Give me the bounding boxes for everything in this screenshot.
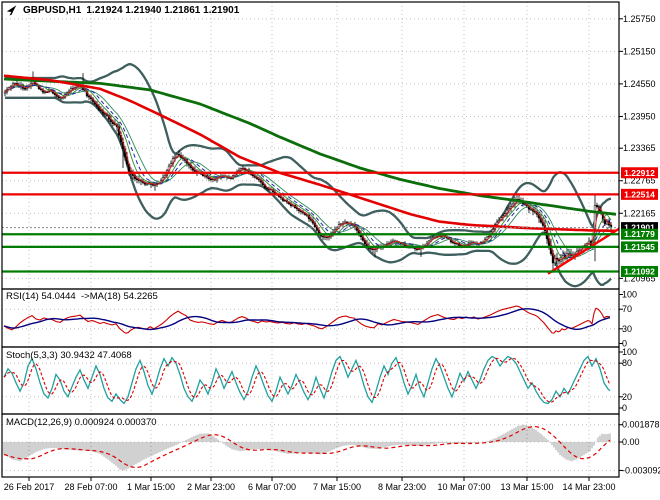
- time-tick-label: 13 Mar 15:00: [500, 482, 553, 492]
- support-level-label: 1.21779: [624, 229, 655, 239]
- price-tick-label: 1.23950: [623, 111, 656, 121]
- current-price-box: [621, 222, 658, 234]
- symbol-timeframe-label: GBPUSD,H1: [23, 5, 82, 16]
- time-tick-label: 10 Mar 07:00: [437, 482, 490, 492]
- macd-pane-border: [1, 413, 620, 478]
- time-tick-label: 6 Mar 07:00: [248, 482, 296, 492]
- support-level-label: 1.21545: [624, 242, 655, 252]
- chart-title: GBPUSD,H1 1.21924 1.21940 1.21861 1.2190…: [6, 4, 239, 17]
- support-level-box: [621, 228, 658, 240]
- current-price-label: 1.21901: [624, 223, 655, 233]
- price-tick-label: 1.24550: [623, 79, 656, 89]
- time-tick-label: 8 Mar 23:00: [378, 482, 426, 492]
- price-tick-label: 1.25750: [623, 14, 656, 24]
- resistance-level-box: [621, 167, 658, 179]
- macd-tick-label: 0.001878: [622, 420, 660, 430]
- time-tick-label: 2 Mar 23:00: [187, 482, 235, 492]
- candle-body: [177, 154, 181, 156]
- ma-slow-green-line: [3, 77, 617, 216]
- trendline-support: [547, 227, 620, 275]
- ma-fast-green1-line: [4, 84, 612, 260]
- time-tick-label: 1 Mar 15:00: [127, 482, 175, 492]
- symbol-arrow-icon: [6, 5, 17, 16]
- support-level-box: [621, 241, 658, 253]
- ohlc-readout: 1.21924 1.21940 1.21861 1.21901: [86, 5, 240, 16]
- stoch-k-line: [3, 355, 611, 405]
- resistance-level-box: [621, 188, 658, 200]
- time-tick-label: 7 Mar 15:00: [313, 482, 361, 492]
- support-level-box: [621, 265, 658, 277]
- ma-fast-red-line: [4, 81, 612, 261]
- stoch-tick-label: 80: [622, 358, 632, 368]
- price-tick-label: 1.22165: [623, 208, 656, 218]
- macd-header: MACD(12,26,9) 0.000924 0.000370: [6, 417, 157, 428]
- candle-body: [23, 88, 27, 90]
- time-tick-label: 26 Feb 2017: [4, 482, 55, 492]
- stoch-d-line: [3, 357, 611, 403]
- resistance-level-label: 1.22912: [624, 168, 655, 178]
- time-tick-label: 28 Feb 07:00: [64, 482, 117, 492]
- support-level-label: 1.21092: [624, 266, 655, 276]
- rsi-tick-label: 70: [622, 304, 632, 314]
- candle-body: [595, 205, 599, 207]
- macd-tick-label: 0.00: [622, 437, 640, 447]
- rsi-ma-line: [3, 308, 611, 331]
- stoch-header: Stoch(5,3,3) 30.9432 47.4068: [6, 350, 132, 361]
- price-tick-label: 1.25150: [623, 46, 656, 56]
- rsi-tick-label: 30: [622, 324, 632, 334]
- candle-body: [43, 91, 47, 93]
- band-lower-line: [5, 96, 612, 288]
- rsi-header: RSI(14) 54.0444 ->MA(18) 54.2265: [6, 291, 158, 302]
- stoch-tick-label: 100: [622, 347, 637, 357]
- candle-body: [567, 253, 571, 255]
- rsi-tick-label: 100: [622, 289, 637, 299]
- ma-fast-green2-line: [4, 84, 612, 257]
- time-tick-label: 14 Mar 23:00: [562, 482, 615, 492]
- macd-tick-label: -0.003092: [622, 465, 660, 475]
- rsi-tick-label: 0: [622, 339, 627, 349]
- ma-blue-dashed-line: [4, 84, 612, 259]
- stoch-tick-label: 0: [622, 403, 627, 413]
- price-tick-label: 1.22765: [623, 176, 656, 186]
- price-tick-label: 1.23365: [623, 143, 656, 153]
- stoch-tick-label: 20: [622, 392, 632, 402]
- price-tick-label: 1.20965: [623, 273, 656, 283]
- resistance-level-label: 1.22514: [624, 189, 655, 199]
- macd-histogram: [3, 424, 611, 471]
